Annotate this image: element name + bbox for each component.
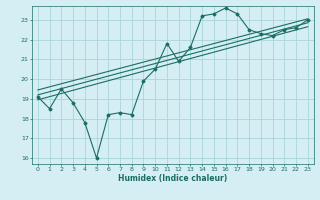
X-axis label: Humidex (Indice chaleur): Humidex (Indice chaleur) [118,174,228,183]
